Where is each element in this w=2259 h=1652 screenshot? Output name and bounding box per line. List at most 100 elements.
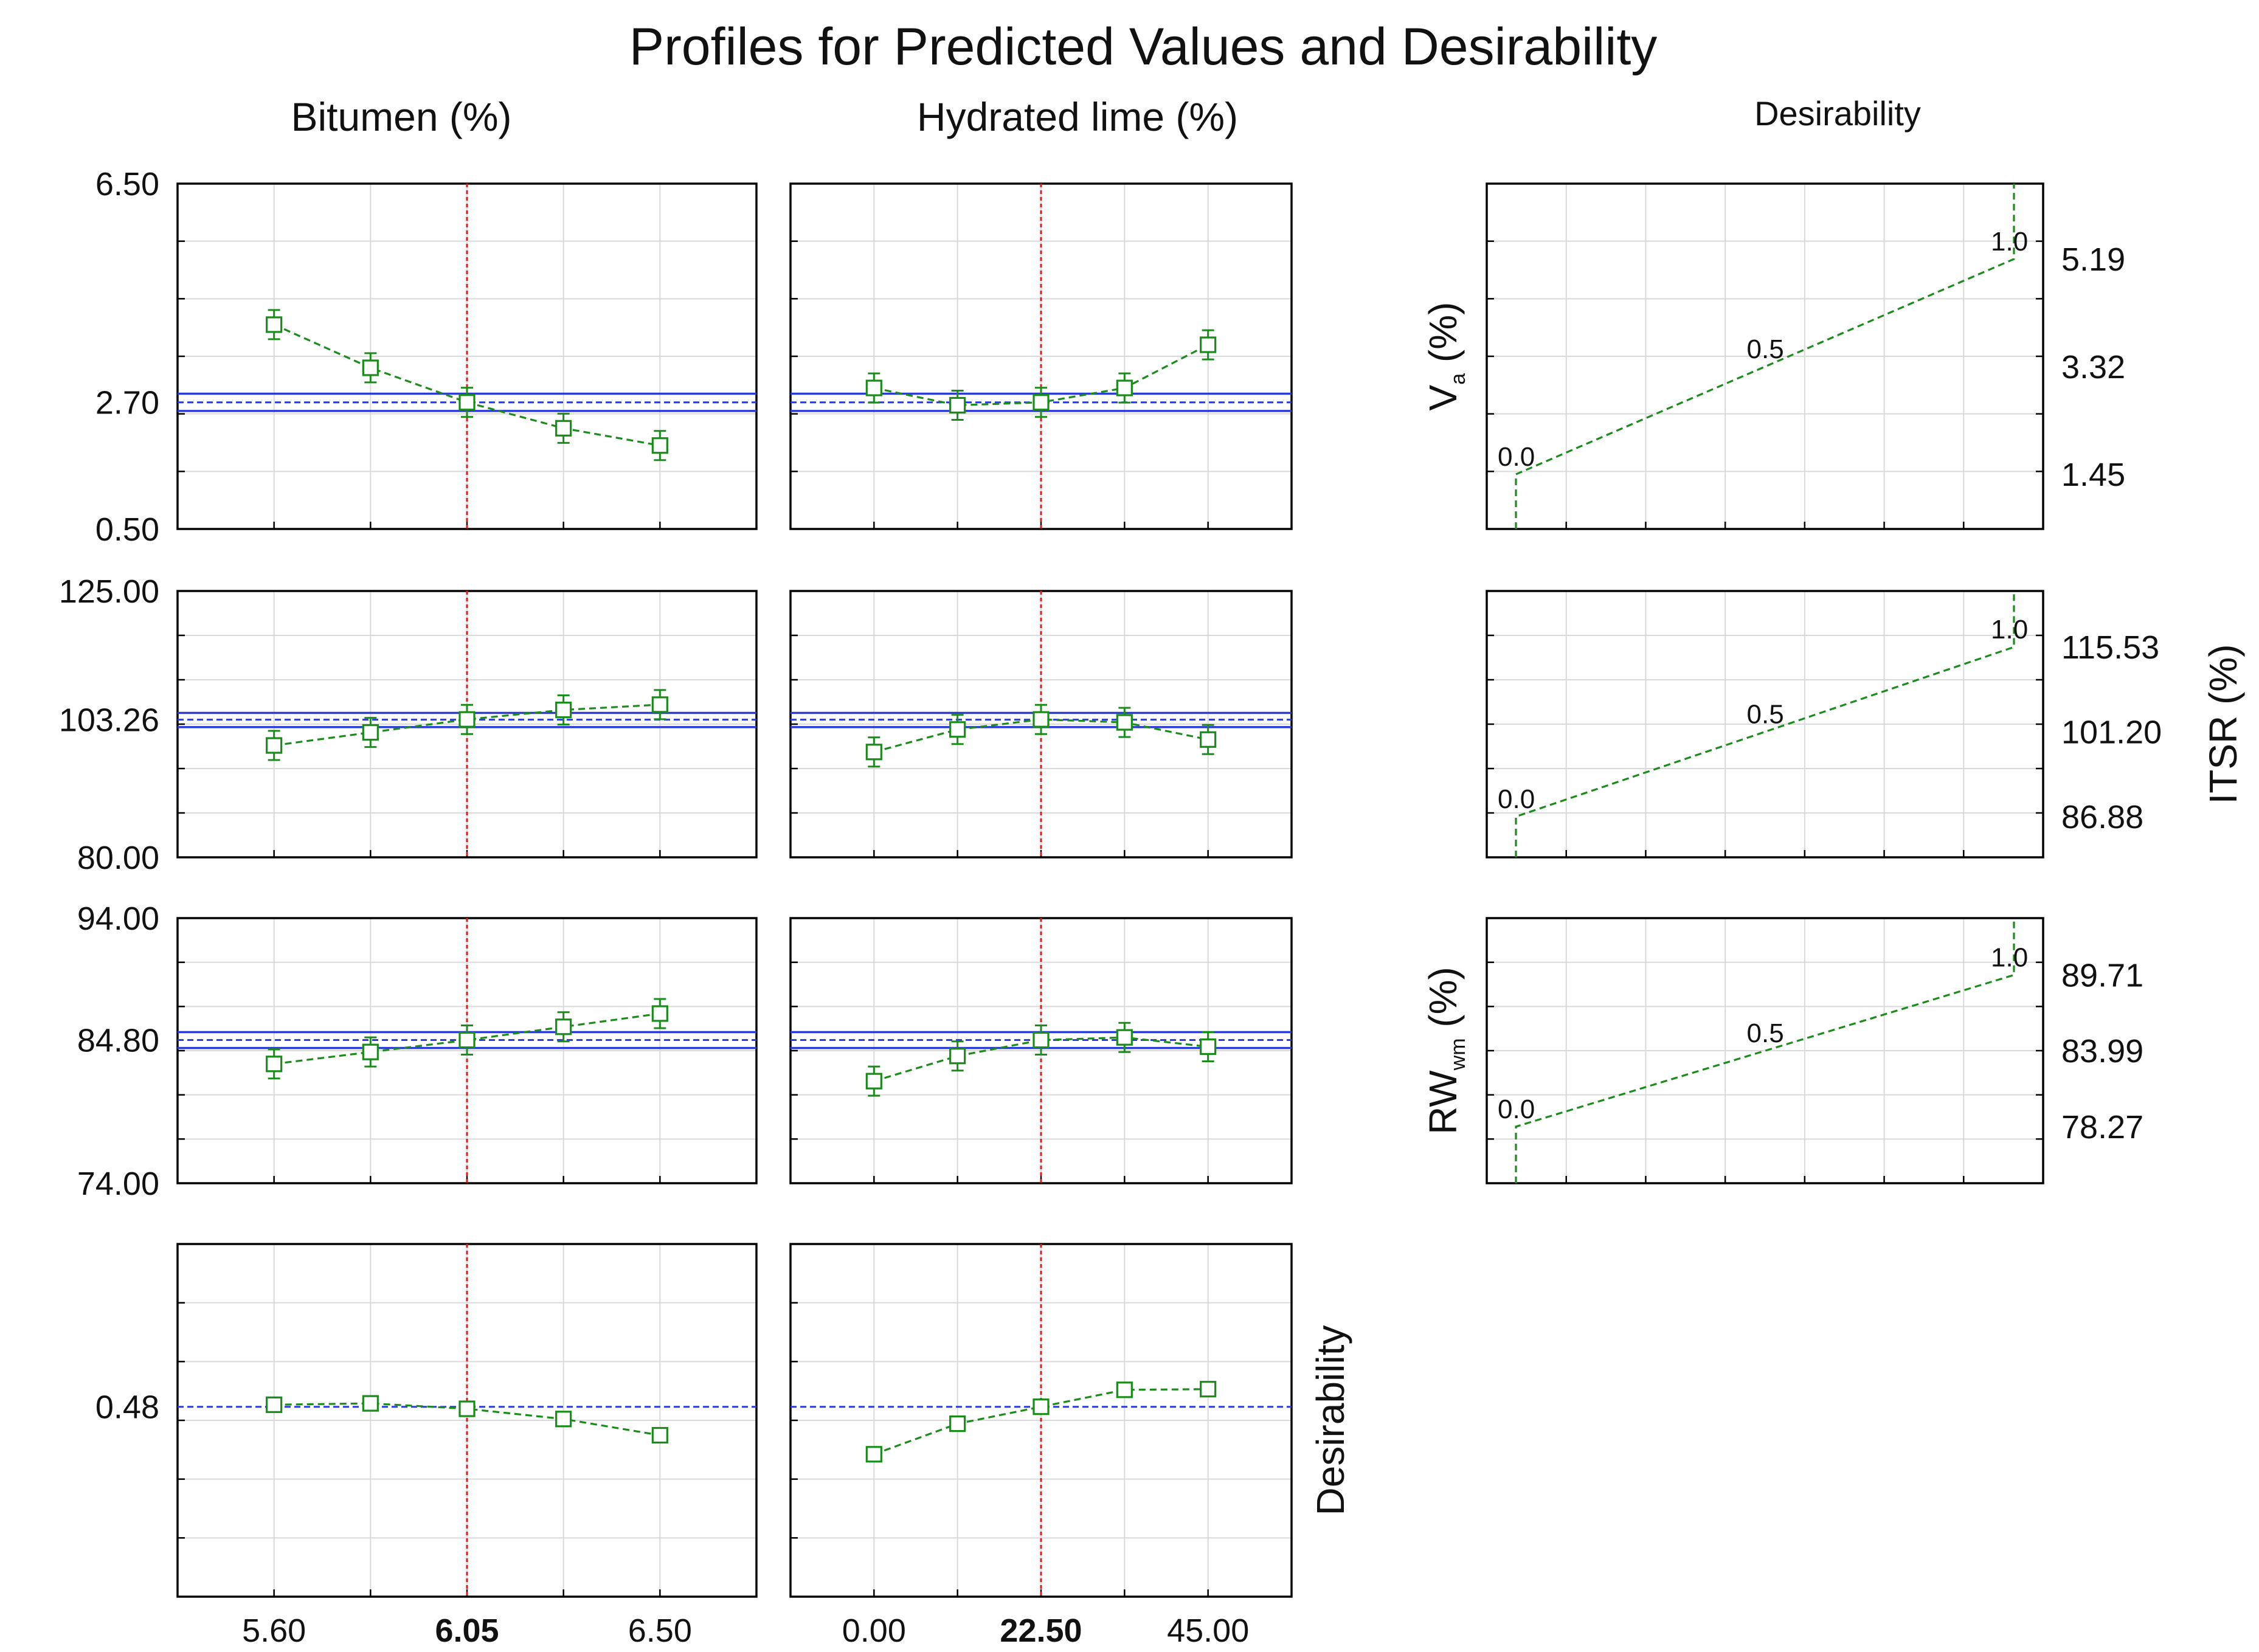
profile-point: [266, 316, 283, 333]
profile-point: [1116, 1029, 1133, 1046]
panel-frame: [1486, 917, 2044, 1184]
overall-desirability-panel-c1: [789, 1243, 1293, 1598]
desirability-point: [266, 1396, 283, 1413]
profile-point: [362, 1043, 379, 1060]
profile-point: [458, 1031, 476, 1049]
y-axis-label-desirability: Desirability: [1309, 1325, 1352, 1516]
desirability-level-label: 3.32: [2061, 349, 2125, 385]
profile-point: [949, 1048, 966, 1065]
desirability-panel-r0: 0.0 0.5 1.0: [1486, 182, 2044, 530]
profile-point: [1116, 714, 1133, 731]
desirability-point: [362, 1395, 379, 1412]
y-tick-label: 103.26: [59, 702, 159, 739]
column-title-hydrated-lime: Hydrated lime (%): [917, 94, 1238, 139]
overall-desirability-panel-c0: [176, 1243, 758, 1598]
y-tick-label: 94.00: [77, 900, 159, 937]
column-title-desirability: Desirability: [1754, 94, 1921, 133]
desirability-level-label: 89.71: [2061, 958, 2143, 994]
y-tick-label: 84.80: [77, 1023, 159, 1059]
panel-r1-c1: [789, 590, 1293, 859]
profile-panels: 6.50 2.70 0.50 0.0 0.5 1.0 5.19 3.32 1.45 125.00 1…: [59, 166, 2245, 1649]
y-tick-label: 2.70: [95, 385, 159, 421]
desirability-label-mid: 0.5: [1747, 1018, 1784, 1048]
profile-point: [949, 396, 966, 414]
desirability-label-mid: 0.5: [1747, 334, 1784, 364]
profile-point: [266, 737, 283, 754]
panel-frame: [1486, 590, 2044, 859]
desirability-function-line: [1515, 591, 2015, 857]
profile-point: [1200, 731, 1217, 748]
desirability-label-high: 1.0: [1991, 615, 2028, 645]
profile-line: [274, 703, 660, 747]
desirability-level-label: 78.27: [2061, 1109, 2143, 1146]
y-tick-label: 0.48: [95, 1389, 159, 1426]
desirability-point: [458, 1400, 476, 1417]
y-axis-label-va: Va (%): [1421, 302, 1470, 411]
profile-point: [1200, 1038, 1217, 1056]
profile-point: [555, 702, 572, 719]
profile-point: [1200, 336, 1217, 353]
profile-point: [1033, 394, 1050, 411]
x-tick-label: 0.00: [842, 1612, 906, 1649]
desirability-level-label: 5.19: [2061, 241, 2125, 278]
y-axis-label-itsr: ITSR (%): [2201, 644, 2245, 804]
desirability-function-line: [1515, 184, 2015, 529]
desirability-point: [1116, 1381, 1133, 1398]
desirability-label-mid: 0.5: [1747, 700, 1784, 730]
x-tick-label-current: 6.05: [435, 1612, 499, 1649]
desirability-label-low: 0.0: [1498, 784, 1535, 814]
panel-r0-c1: [789, 182, 1293, 530]
profile-point: [865, 744, 882, 761]
profile-point: [266, 1056, 283, 1073]
desirability-level-label: 83.99: [2061, 1033, 2143, 1070]
chart-title: Profiles for Predicted Values and Desira…: [629, 18, 1658, 76]
y-tick-label: 0.50: [95, 511, 159, 548]
x-tick-label: 6.50: [628, 1612, 692, 1649]
panel-frame: [1486, 182, 2044, 530]
profile-point: [1033, 711, 1050, 728]
column-title-bitumen: Bitumen (%): [291, 94, 511, 139]
y-axis-label-rwwm: RWwm (%): [1421, 967, 1470, 1135]
panel-r2-c0: [176, 917, 758, 1184]
desirability-panel-r2: 0.0 0.5 1.0: [1486, 917, 2044, 1184]
y-tick-label: 125.00: [59, 573, 159, 610]
desirability-label-low: 0.0: [1498, 1094, 1535, 1124]
panel-r2-c1: [789, 917, 1293, 1184]
desirability-point: [949, 1415, 966, 1433]
profile-point: [362, 724, 379, 741]
desirability-function-line: [1515, 918, 2015, 1183]
profile-point: [865, 1073, 882, 1090]
y-tick-label: 74.00: [77, 1166, 159, 1202]
desirability-line: [274, 1402, 660, 1437]
profile-point: [865, 379, 882, 396]
desirability-point: [555, 1411, 572, 1428]
profile-point: [651, 437, 668, 454]
x-tick-label: 5.60: [242, 1612, 306, 1649]
profile-point: [458, 711, 476, 728]
desirability-level-label: 1.45: [2061, 457, 2125, 493]
profile-point: [949, 721, 966, 738]
profile-point: [555, 1018, 572, 1035]
profile-line: [873, 1036, 1208, 1082]
desirability-label-low: 0.0: [1498, 442, 1535, 472]
profile-point: [1116, 379, 1133, 396]
profile-point: [555, 420, 572, 437]
desirability-level-label: 115.53: [2061, 629, 2159, 666]
desirability-point: [1200, 1381, 1217, 1398]
desirability-level-label: 101.20: [2061, 714, 2162, 751]
desirability-label-high: 1.0: [1991, 943, 2028, 973]
profile-point: [458, 394, 476, 411]
profile-point: [1033, 1031, 1050, 1049]
desirability-point: [1033, 1398, 1050, 1415]
desirability-point: [865, 1446, 882, 1463]
y-tick-label: 80.00: [77, 840, 159, 876]
panel-r1-c0: [176, 590, 758, 859]
desirability-panel-r1: 0.0 0.5 1.0: [1486, 590, 2044, 859]
y-tick-label: 6.50: [95, 166, 159, 202]
profile-point: [651, 1005, 668, 1022]
desirability-line: [873, 1388, 1208, 1456]
panel-r0-c0: [176, 182, 758, 530]
profile-point: [651, 696, 668, 713]
x-tick-label: 45.00: [1167, 1612, 1249, 1649]
